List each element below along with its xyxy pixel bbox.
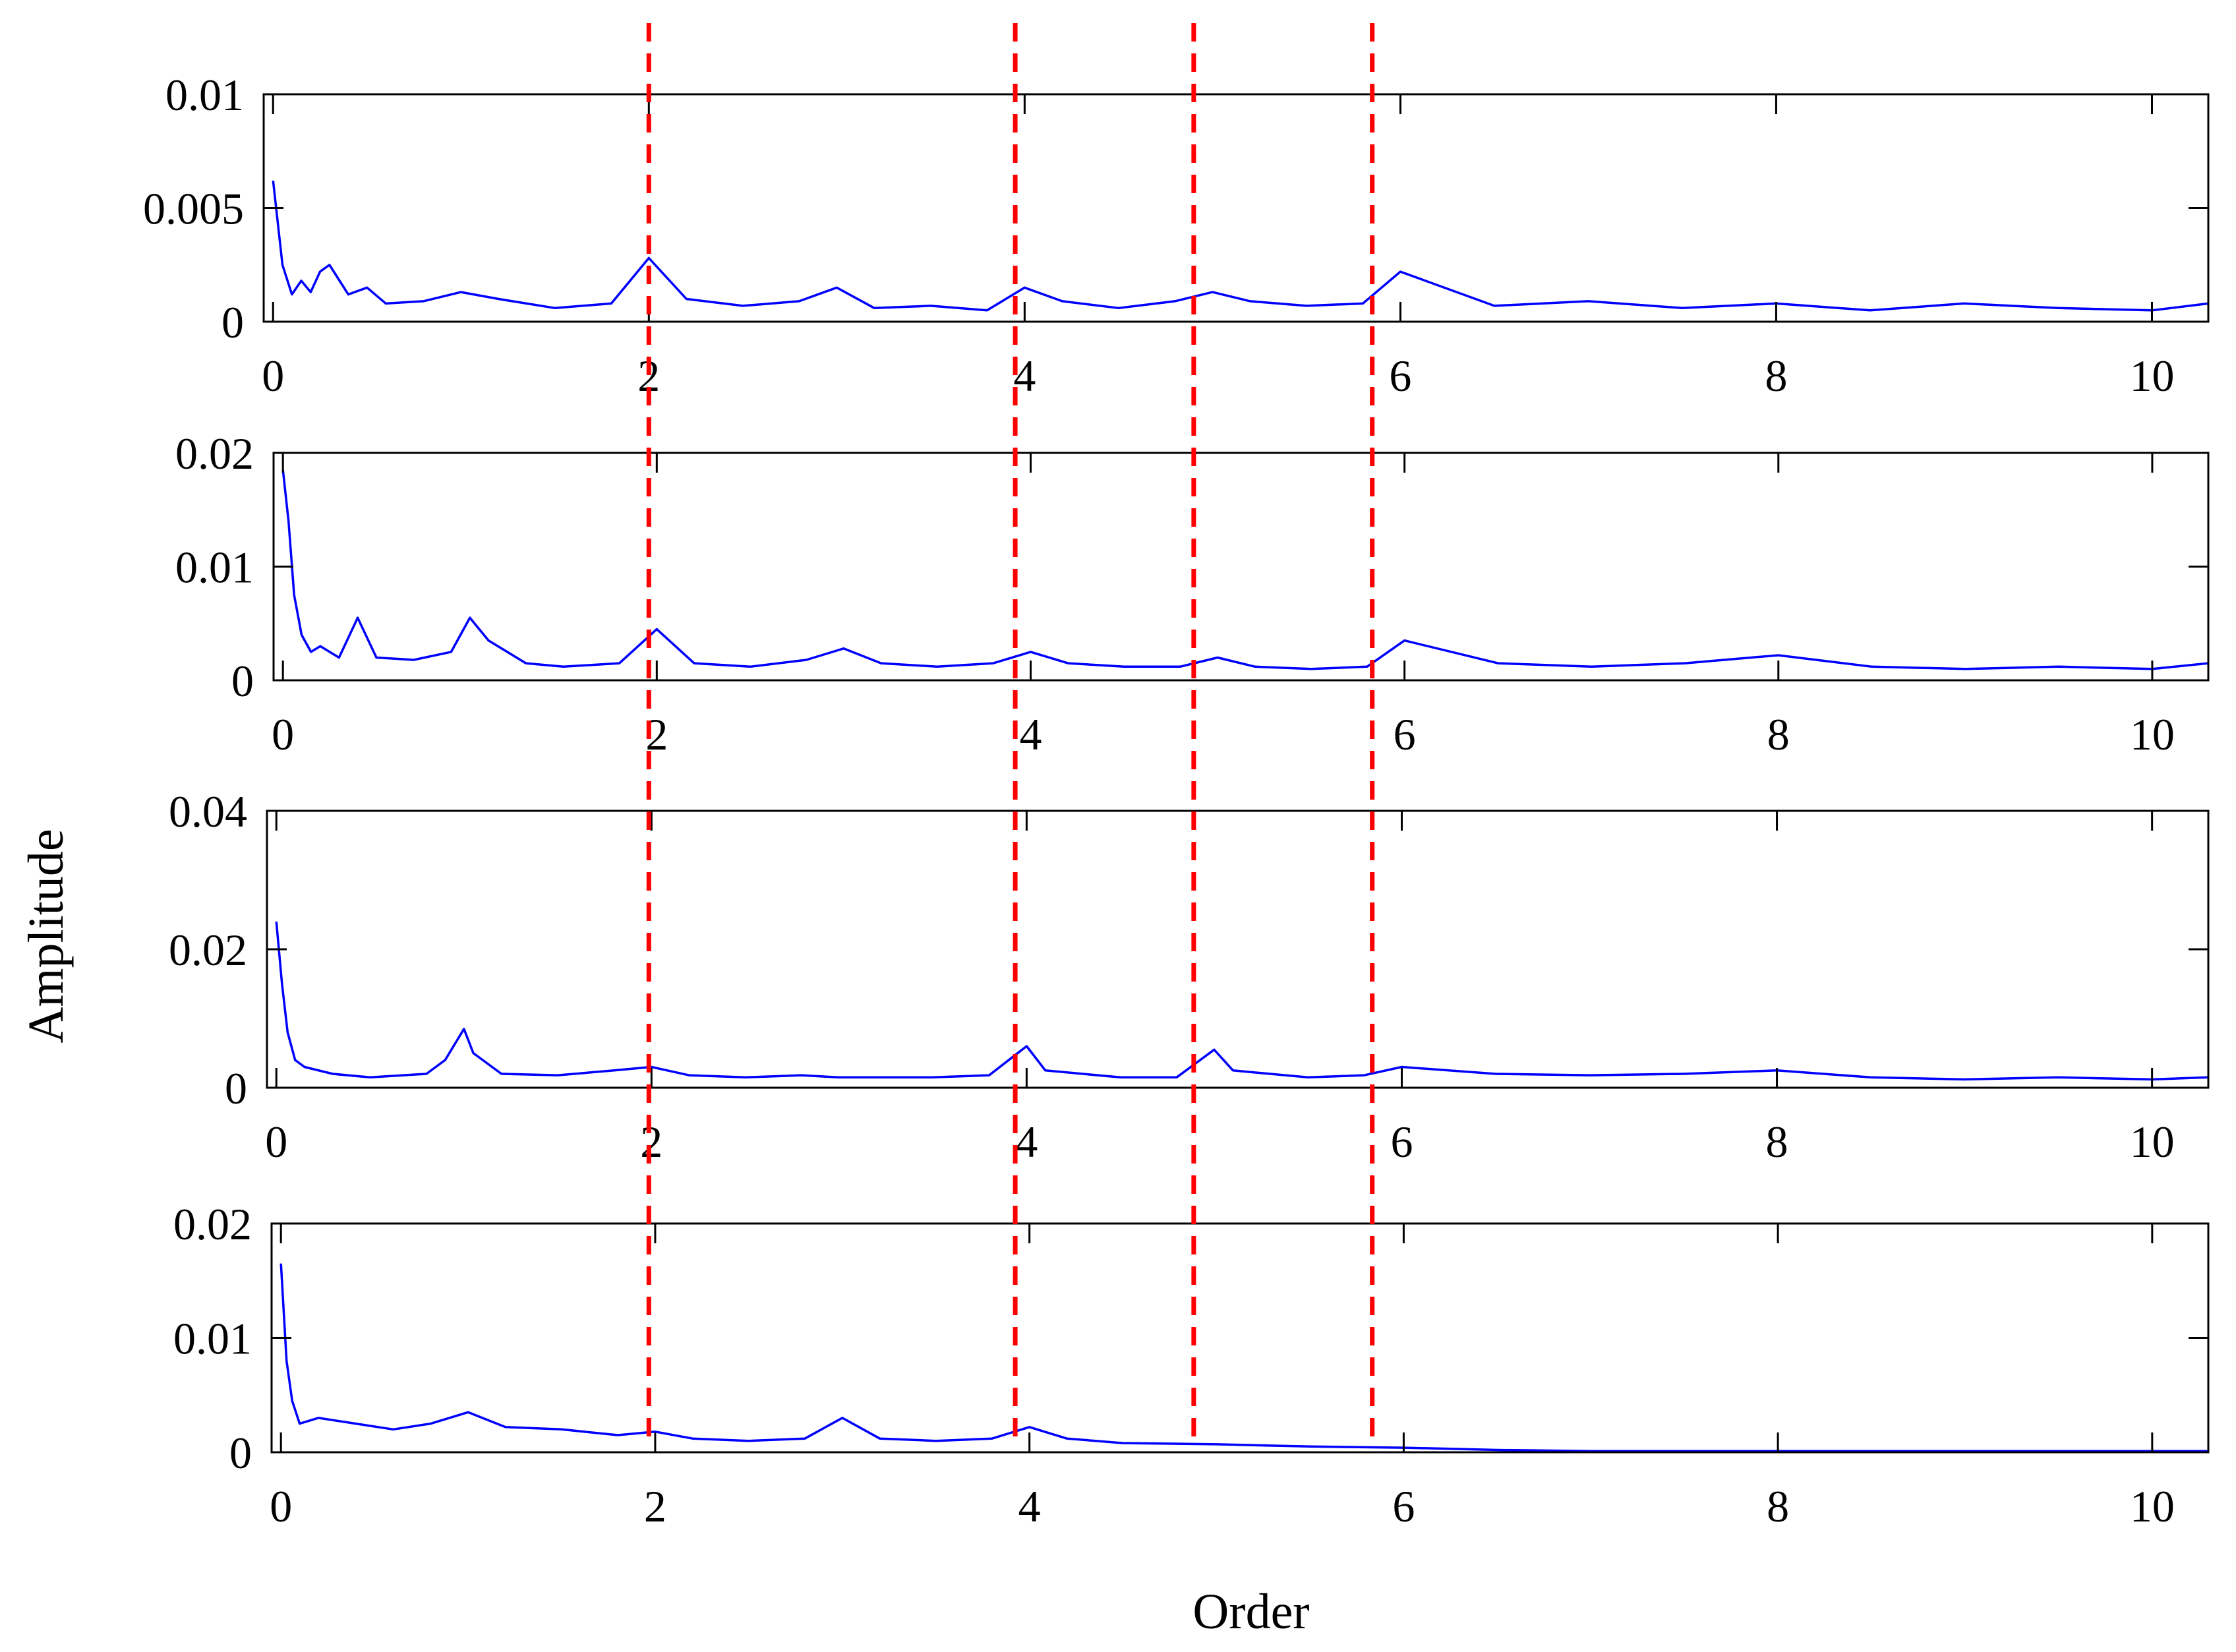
x-tick-label: 10 — [2129, 351, 2174, 401]
x-tick-label: 4 — [1018, 1481, 1041, 1531]
y-tick-label: 0.02 — [173, 1199, 252, 1249]
x-tick-label: 10 — [2130, 1117, 2175, 1167]
series-line-panel-1-1 — [272, 180, 2209, 312]
x-tick-label: 4 — [1019, 709, 1042, 759]
series-line-panel-2-1 — [281, 469, 2209, 670]
marker-lines-layer — [646, 23, 1375, 1447]
panel-3: 0 2 4 6 8 10 0 0.02 0.04 — [169, 786, 2210, 1167]
x-tick-label: 8 — [1767, 1481, 1789, 1531]
x-tick-label: 8 — [1765, 351, 1787, 401]
y-tick-label: 0.005 — [143, 184, 244, 234]
x-tick-label: 10 — [2130, 709, 2175, 759]
x-tick-label: 6 — [1389, 351, 1411, 401]
y-tick-label: 0.01 — [165, 70, 244, 120]
panel-4: 0 2 4 6 8 10 0 0.01 0.02 — [173, 1199, 2210, 1531]
y-tick-label: 0.04 — [169, 786, 247, 837]
x-tick-label: 0 — [262, 351, 284, 401]
x-tick-label: 6 — [1392, 1481, 1415, 1531]
x-tick-label: 2 — [644, 1481, 666, 1531]
x-tick-label: 10 — [2130, 1481, 2175, 1531]
x-axis-title: Order — [1192, 1584, 1309, 1639]
y-tick-label: 0 — [225, 1063, 247, 1113]
x-tick-label: 6 — [1390, 1117, 1413, 1167]
y-tick-label: 0 — [221, 297, 244, 347]
y-tick-label: 0.01 — [173, 1314, 252, 1364]
series-line-panel-4-1 — [280, 1263, 2208, 1453]
x-tick-label: 0 — [272, 709, 294, 759]
y-tick-label: 0.01 — [175, 543, 254, 593]
y-tick-label: 0.02 — [169, 925, 247, 975]
x-tick-label: 2 — [640, 1117, 662, 1167]
y-axis-title: Amplitude — [18, 829, 74, 1043]
x-tick-label: 6 — [1394, 709, 1416, 759]
x-tick-label: 0 — [270, 1481, 292, 1531]
x-tick-label: 0 — [265, 1117, 287, 1167]
y-tick-label: 0 — [231, 656, 254, 706]
x-tick-label: 4 — [1015, 1117, 1038, 1167]
x-tick-label: 8 — [1767, 709, 1790, 759]
y-tick-label: 0 — [229, 1428, 252, 1478]
y-tick-label: 0.02 — [175, 428, 254, 479]
x-tick-label: 8 — [1766, 1117, 1788, 1167]
series-line-panel-3-1 — [275, 921, 2209, 1081]
